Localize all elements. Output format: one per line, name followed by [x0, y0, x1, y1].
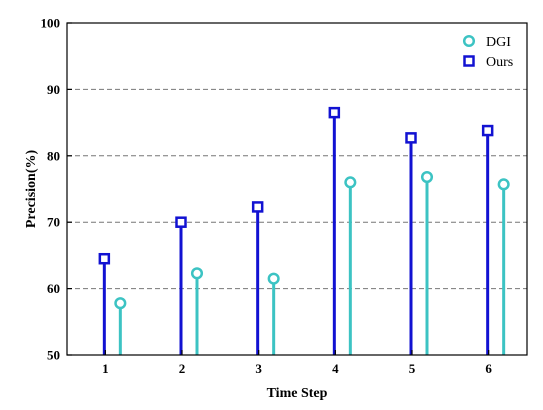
x-tick-label: 6: [485, 361, 492, 376]
plot-frame: [66, 22, 528, 356]
legend-circle-icon: [462, 34, 476, 48]
square-marker: [98, 252, 111, 265]
circle-marker: [267, 272, 280, 285]
legend-label: DGI: [486, 35, 511, 50]
circle-marker: [344, 176, 357, 189]
x-tick-label: 5: [409, 361, 416, 376]
series-layer: [98, 106, 510, 355]
x-tick-label: 2: [179, 361, 186, 376]
ticks-layer: 50 60 70 80 90 100 1 2 3 4 5 6: [41, 16, 493, 377]
legend: DGI Ours: [462, 34, 513, 70]
x-axis-title: Time Step: [267, 386, 328, 401]
square-marker: [175, 216, 187, 228]
square-marker: [251, 201, 264, 213]
square-marker: [328, 106, 341, 119]
y-tick-label: 70: [47, 215, 60, 230]
y-axis-title: Precision(%): [24, 150, 39, 229]
x-tick-label: 1: [102, 361, 109, 376]
x-tick-label: 4: [332, 361, 339, 376]
y-tick-label: 50: [47, 348, 60, 363]
circle-marker: [190, 267, 204, 280]
circle-marker: [420, 170, 434, 184]
square-marker: [405, 132, 417, 144]
circle-marker: [497, 178, 510, 191]
y-tick-label: 90: [47, 82, 60, 97]
y-tick-label: 100: [41, 16, 61, 31]
x-tick-label: 3: [255, 361, 262, 376]
legend-label: Ours: [486, 55, 513, 70]
y-tick-label: 80: [47, 148, 60, 163]
circle-marker: [114, 297, 127, 310]
y-tick-label: 60: [47, 281, 60, 296]
legend-square-icon: [463, 55, 475, 67]
gridlines: [67, 88, 527, 290]
square-marker: [481, 124, 494, 137]
